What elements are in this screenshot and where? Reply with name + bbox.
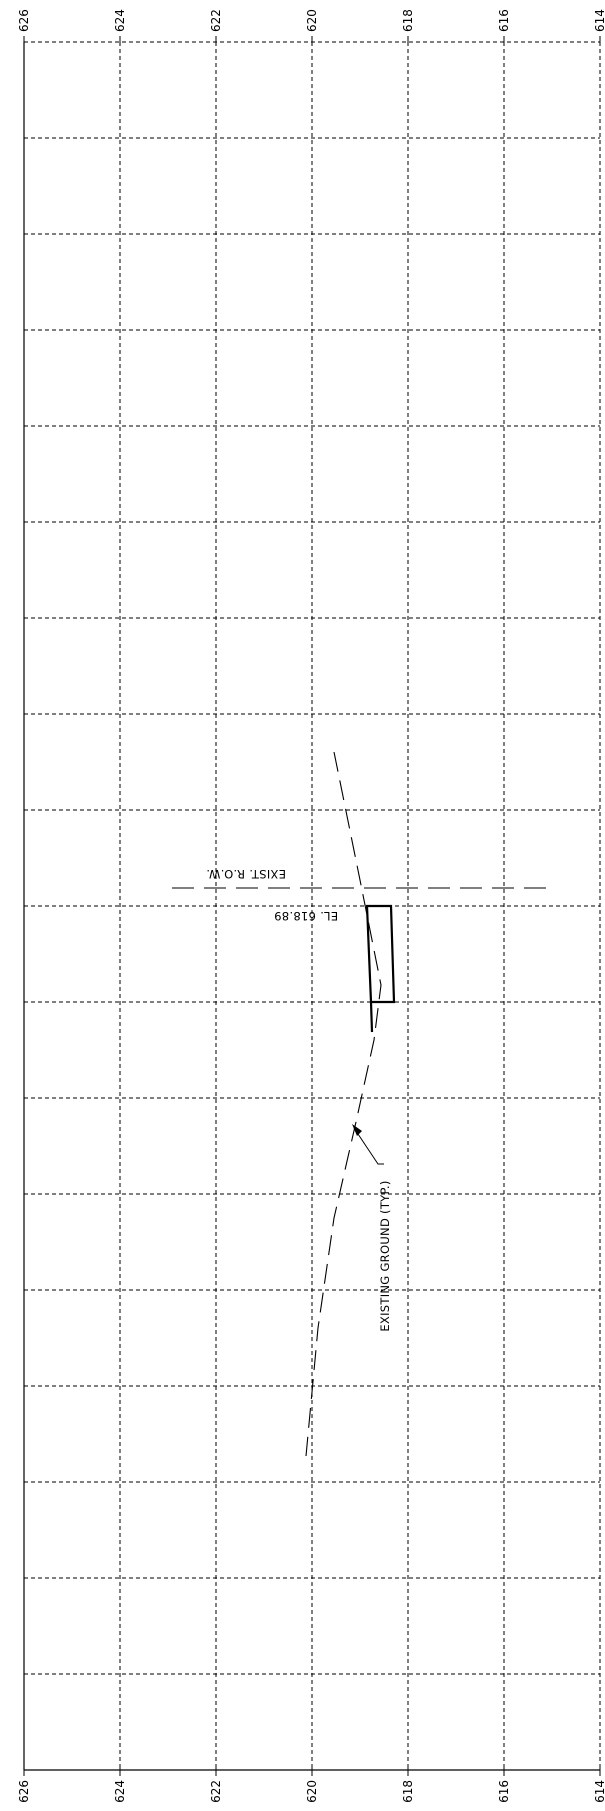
existing-ground-label: EXISTING GROUND (TYP.) — [378, 1180, 392, 1331]
bottom-tick-label: 626 — [17, 1780, 31, 1803]
top-axis-ticks — [23, 36, 601, 46]
bottom-tick-label: 614 — [593, 1780, 605, 1803]
top-tick-label: 622 — [209, 9, 223, 32]
top-tick-label: 616 — [497, 9, 511, 32]
structure-stem — [369, 1001, 374, 1033]
bottom-tick-label: 622 — [209, 1780, 223, 1803]
top-tick-label: 614 — [593, 9, 605, 32]
bottom-tick-label: 616 — [497, 1780, 511, 1803]
bottom-axis-ticks — [23, 1766, 601, 1776]
elevation-label: EL. 618.89 — [274, 909, 338, 923]
bottom-tick-label: 620 — [305, 1780, 319, 1803]
top-tick-label: 624 — [113, 9, 127, 32]
bottom-tick-label: 618 — [401, 1780, 415, 1803]
station-grid-lines — [24, 41, 600, 1675]
bottom-axis-labels: 626 624 622 620 618 616 614 — [17, 1780, 605, 1803]
bottom-tick-label: 624 — [113, 1780, 127, 1803]
structure-outline — [365, 904, 396, 1004]
existing-ground-line — [305, 751, 382, 1457]
top-tick-label: 626 — [17, 9, 31, 32]
exist-row-label: EXIST. R.O.W. — [206, 867, 286, 881]
ground-leader — [352, 1124, 384, 1165]
top-axis-labels: 626 624 622 620 618 616 614 — [17, 9, 605, 32]
top-tick-label: 618 — [401, 9, 415, 32]
top-tick-label: 620 — [305, 9, 319, 32]
leader-arrowhead — [352, 1124, 362, 1136]
